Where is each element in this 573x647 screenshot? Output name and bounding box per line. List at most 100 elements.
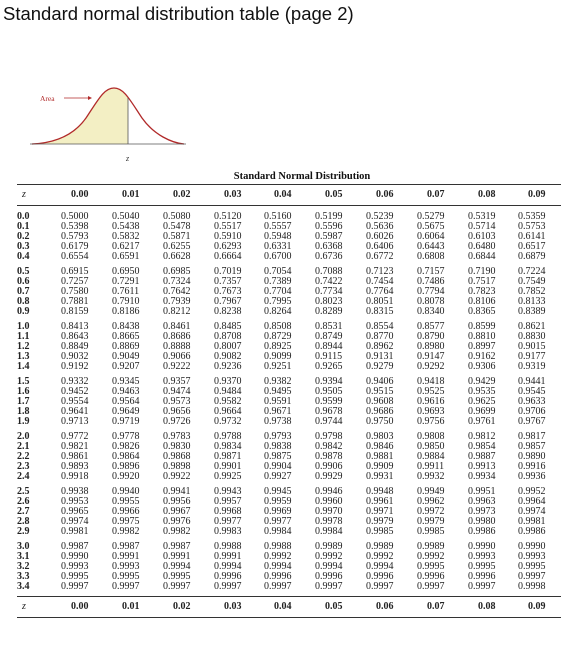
probability-cell: 0.9732 xyxy=(214,416,242,427)
probability-cell: 0.9049 xyxy=(112,351,140,362)
probability-cell: 0.8749 xyxy=(315,331,343,342)
probability-cell: 0.9838 xyxy=(264,441,292,452)
probability-cell: 0.9896 xyxy=(112,461,140,472)
probability-cell: 0.9767 xyxy=(518,416,546,427)
probability-cell: 0.9938 xyxy=(61,486,89,497)
probability-cell: 0.8997 xyxy=(468,341,496,352)
z-value: 2.7 xyxy=(17,506,30,517)
probability-cell: 0.9162 xyxy=(468,351,496,362)
table-row: 3.3 0.9995 0.9995 0.9995 0.9996 0.9996 0.9996 0… xyxy=(17,572,561,582)
probability-cell: 0.9995 xyxy=(112,571,140,582)
bottom-z-header: z xyxy=(17,596,61,618)
probability-cell: 0.9192 xyxy=(61,361,89,372)
probability-cell: 0.9222 xyxy=(163,361,191,372)
probability-cell: 0.9082 xyxy=(214,351,242,362)
probability-cell: 0.9978 xyxy=(315,516,343,527)
probability-cell: 0.5120 xyxy=(214,211,242,222)
probability-cell: 0.9830 xyxy=(163,441,191,452)
probability-cell: 0.5910 xyxy=(214,231,242,242)
probability-cell: 0.6141 xyxy=(518,231,546,242)
probability-cell: 0.8461 xyxy=(163,321,191,332)
probability-cell: 0.9993 xyxy=(112,561,140,572)
probability-cell: 0.5000 xyxy=(61,211,89,222)
probability-cell: 0.5438 xyxy=(112,221,140,232)
probability-cell: 0.8790 xyxy=(417,331,445,342)
probability-cell: 0.9997 xyxy=(214,581,242,592)
probability-cell: 0.5359 xyxy=(518,211,546,222)
probability-cell: 0.9997 xyxy=(315,581,343,592)
probability-cell: 0.9591 xyxy=(264,396,292,407)
probability-cell: 0.6064 xyxy=(417,231,445,242)
table-row: 0.3 0.6179 0.6217 0.6255 0.6293 0.6331 0.6368 0… xyxy=(17,242,561,252)
probability-cell: 0.7019 xyxy=(214,266,242,277)
probability-cell: 0.9957 xyxy=(214,496,242,507)
probability-cell: 0.8159 xyxy=(61,306,89,317)
probability-cell: 0.7852 xyxy=(518,286,546,297)
probability-cell: 0.9904 xyxy=(264,461,292,472)
probability-cell: 0.5478 xyxy=(163,221,191,232)
area-arrow-head xyxy=(88,96,92,100)
probability-cell: 0.9265 xyxy=(315,361,343,372)
probability-cell: 0.9977 xyxy=(264,516,292,527)
probability-cell: 0.9821 xyxy=(61,441,89,452)
probability-cell: 0.9131 xyxy=(366,351,394,362)
probability-cell: 0.6985 xyxy=(163,266,191,277)
probability-cell: 0.9842 xyxy=(315,441,343,452)
probability-cell: 0.9983 xyxy=(214,526,242,537)
probability-cell: 0.7324 xyxy=(163,276,191,287)
probability-cell: 0.9996 xyxy=(214,571,242,582)
probability-cell: 0.9967 xyxy=(163,506,191,517)
probability-cell: 0.8980 xyxy=(417,341,445,352)
probability-cell: 0.9357 xyxy=(163,376,191,387)
probability-cell: 0.9989 xyxy=(366,541,394,552)
probability-cell: 0.9936 xyxy=(518,471,546,482)
table-row: 2.7 0.9965 0.9966 0.9967 0.9968 0.9969 0.9970 0… xyxy=(17,507,561,517)
probability-cell: 0.6879 xyxy=(518,251,546,262)
probability-cell: 0.5517 xyxy=(214,221,242,232)
table-row: 2.6 0.9953 0.9955 0.9956 0.9957 0.9959 0.9960 0… xyxy=(17,497,561,507)
probability-cell: 0.9719 xyxy=(112,416,140,427)
probability-cell: 0.6628 xyxy=(163,251,191,262)
probability-cell: 0.6480 xyxy=(468,241,496,252)
probability-cell: 0.9987 xyxy=(112,541,140,552)
probability-cell: 0.9726 xyxy=(163,416,191,427)
top-column-header: 0.02 xyxy=(163,184,214,206)
probability-cell: 0.9750 xyxy=(366,416,394,427)
probability-cell: 0.6772 xyxy=(366,251,394,262)
probability-cell: 0.7422 xyxy=(315,276,343,287)
probability-cell: 0.8413 xyxy=(61,321,89,332)
probability-cell: 0.9382 xyxy=(264,376,292,387)
probability-cell: 0.9616 xyxy=(417,396,445,407)
probability-cell: 0.9633 xyxy=(518,396,546,407)
probability-cell: 0.6844 xyxy=(468,251,496,262)
probability-cell: 0.9988 xyxy=(214,541,242,552)
probability-cell: 0.9992 xyxy=(366,551,394,562)
z-value: 3.2 xyxy=(17,561,30,572)
probability-cell: 0.9993 xyxy=(61,561,89,572)
probability-cell: 0.6915 xyxy=(61,266,89,277)
probability-cell: 0.8106 xyxy=(468,296,496,307)
probability-cell: 0.9406 xyxy=(366,376,394,387)
probability-cell: 0.9484 xyxy=(214,386,242,397)
probability-cell: 0.9990 xyxy=(61,551,89,562)
probability-cell: 0.9975 xyxy=(112,516,140,527)
probability-cell: 0.9973 xyxy=(468,506,496,517)
probability-cell: 0.9545 xyxy=(518,386,546,397)
probability-cell: 0.8531 xyxy=(315,321,343,332)
probability-cell: 0.9986 xyxy=(468,526,496,537)
z-value: 1.3 xyxy=(17,351,30,362)
probability-cell: 0.9846 xyxy=(366,441,394,452)
probability-cell: 0.9878 xyxy=(315,451,343,462)
probability-cell: 0.9887 xyxy=(468,451,496,462)
bottom-column-header: 0.02 xyxy=(163,596,214,618)
probability-cell: 0.5871 xyxy=(163,231,191,242)
probability-cell: 0.9916 xyxy=(518,461,546,472)
probability-cell: 0.8212 xyxy=(163,306,191,317)
probability-cell: 0.8485 xyxy=(214,321,242,332)
probability-cell: 0.5239 xyxy=(366,211,394,222)
probability-cell: 0.6026 xyxy=(366,231,394,242)
probability-cell: 0.6517 xyxy=(518,241,546,252)
probability-cell: 0.5675 xyxy=(417,221,445,232)
z-value: 1.6 xyxy=(17,386,30,397)
probability-cell: 0.9918 xyxy=(61,471,89,482)
